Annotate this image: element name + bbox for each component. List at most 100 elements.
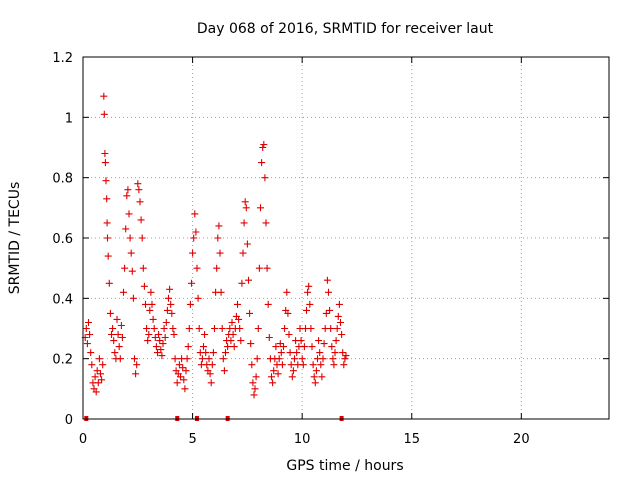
data-point <box>180 376 188 384</box>
data-point <box>219 355 227 363</box>
data-point <box>317 361 325 369</box>
data-point <box>105 279 113 287</box>
data-point <box>228 319 236 326</box>
data-point <box>328 343 336 351</box>
data-point <box>152 343 160 351</box>
data-point <box>148 300 156 308</box>
data-point <box>121 264 129 272</box>
data-point <box>159 340 167 348</box>
data-point <box>338 331 346 338</box>
data-point <box>82 325 90 332</box>
y-tick-label: 1.2 <box>52 51 73 66</box>
data-point <box>160 325 168 332</box>
data-point <box>115 343 123 351</box>
data-point <box>162 319 170 326</box>
data-point <box>200 343 207 351</box>
data-point <box>92 388 100 396</box>
data-point <box>220 367 228 375</box>
data-point <box>157 346 165 354</box>
data-point <box>184 343 192 351</box>
data-point <box>209 349 217 357</box>
data-point <box>237 337 245 345</box>
data-point <box>147 288 155 296</box>
data-point <box>308 343 316 351</box>
data-point <box>238 279 246 287</box>
data-point <box>93 367 101 375</box>
data-point <box>181 385 189 393</box>
data-point <box>281 325 289 332</box>
data-point <box>262 219 270 227</box>
data-point <box>140 282 148 290</box>
data-point <box>185 325 193 332</box>
data-point <box>124 186 132 194</box>
data-point <box>291 355 298 363</box>
data-point <box>235 315 243 323</box>
data-point <box>277 349 285 357</box>
data-point <box>98 376 106 384</box>
data-point <box>104 252 112 260</box>
data-point <box>293 349 301 357</box>
data-point <box>129 294 137 302</box>
data-point <box>312 367 320 375</box>
y-tick-label: 0.4 <box>52 292 73 307</box>
data-point <box>192 228 200 236</box>
data-point <box>190 234 198 242</box>
data-point <box>337 319 344 326</box>
data-point <box>259 144 267 151</box>
data-point <box>265 334 273 341</box>
y-tick-label: 1 <box>65 111 73 126</box>
data-point <box>198 355 206 363</box>
data-point <box>101 159 109 167</box>
data-point <box>298 355 306 363</box>
data-point <box>249 379 257 387</box>
data-point <box>276 340 284 348</box>
data-point <box>270 367 278 375</box>
data-point <box>116 355 124 363</box>
data-point <box>213 264 221 272</box>
data-point <box>309 361 317 369</box>
data-point <box>123 192 131 200</box>
data-point <box>87 349 95 357</box>
y-tick-labels: 0 0.2 0.4 0.6 0.8 1 1.2 <box>52 51 73 428</box>
data-point <box>100 110 108 118</box>
data-point <box>261 174 269 182</box>
data-point <box>272 343 280 351</box>
data-point <box>101 150 109 157</box>
data-point <box>341 355 349 363</box>
data-point <box>149 315 157 323</box>
data-point <box>285 331 293 338</box>
data-point <box>274 370 282 378</box>
data-point <box>224 343 232 351</box>
data-point <box>173 379 181 387</box>
data-point <box>320 340 328 348</box>
data-point <box>118 334 126 341</box>
y-tick-label: 0 <box>65 413 73 428</box>
data-point <box>110 337 118 345</box>
data-point <box>247 340 255 348</box>
data-point <box>182 367 190 375</box>
data-point <box>330 361 338 369</box>
data-point <box>191 210 199 218</box>
data-point <box>275 355 283 363</box>
data-point <box>166 285 174 293</box>
data-point <box>136 198 144 206</box>
data-point <box>132 370 140 378</box>
data-point <box>142 300 149 308</box>
data-point <box>257 204 264 212</box>
data-point <box>329 355 337 363</box>
data-point <box>88 361 96 369</box>
data-point <box>151 334 159 341</box>
data-point <box>248 361 256 369</box>
data-point <box>306 300 314 308</box>
data-point <box>94 379 102 387</box>
data-point <box>179 364 187 372</box>
data-point <box>234 300 241 308</box>
data-point <box>310 373 318 381</box>
data-point <box>188 279 195 287</box>
data-point <box>258 159 266 167</box>
data-point <box>125 210 133 218</box>
data-point <box>241 198 249 206</box>
data-point <box>253 355 261 363</box>
x-axis-label: GPS time / hours <box>286 458 403 474</box>
data-point <box>304 288 312 296</box>
